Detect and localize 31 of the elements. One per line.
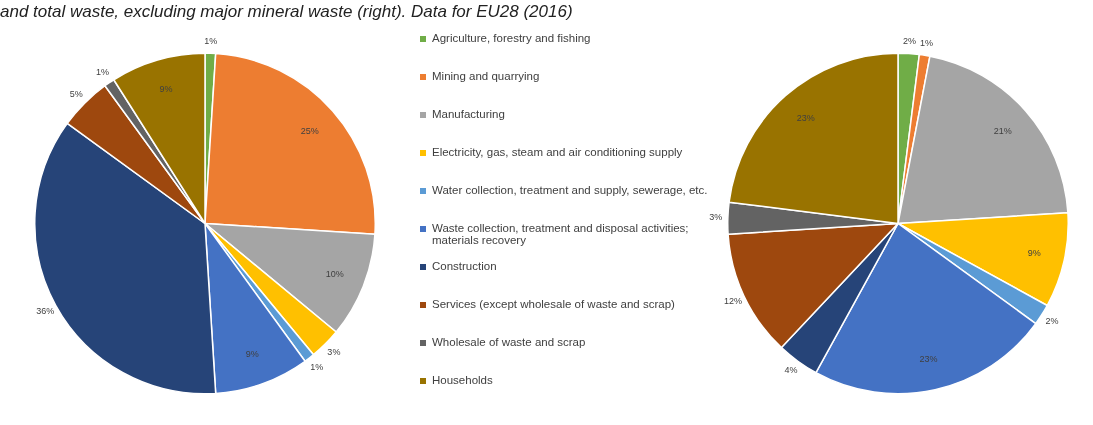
data-label: 9% <box>1027 248 1041 259</box>
data-label: 1% <box>96 67 110 78</box>
data-label: 23% <box>796 113 815 124</box>
data-label: 21% <box>993 125 1012 136</box>
legend-label: Electricity, gas, steam and air conditioning supply <box>432 146 683 158</box>
data-label: 12% <box>724 295 743 306</box>
legend-label: Wholesale of waste and scrap <box>432 336 586 348</box>
data-label: 10% <box>325 269 344 280</box>
chart-title: and total waste, excluding major mineral waste (right). Data for EU28 (2016) <box>0 2 573 22</box>
data-label: 3% <box>327 346 341 357</box>
data-label: 5% <box>69 89 83 100</box>
data-label: 4% <box>784 365 798 376</box>
data-label: 2% <box>902 36 916 47</box>
legend-label: Waste collection, treatment and disposal activities; materials recovery <box>432 222 690 246</box>
data-label: 1% <box>204 35 218 46</box>
legend-label: Agriculture, forestry and fishing <box>432 32 591 44</box>
legend-label: Mining and quarrying <box>432 70 540 82</box>
data-label: 2% <box>1045 315 1059 326</box>
legend-label: Construction <box>432 260 497 272</box>
data-label: 25% <box>300 125 319 136</box>
legend-label: Services (except wholesale of waste and scrap) <box>432 298 675 310</box>
legend-label: Manufacturing <box>432 108 505 120</box>
data-label: 9% <box>159 83 173 94</box>
data-label: 1% <box>310 361 324 372</box>
legend-label: Water collection, treatment and supply, sewerage, etc. <box>432 184 708 196</box>
data-label: 36% <box>36 305 55 316</box>
data-label: 9% <box>245 349 259 360</box>
data-label: 23% <box>919 354 938 365</box>
data-label: 1% <box>920 37 934 48</box>
legend-label: Households <box>432 374 493 386</box>
data-label: 3% <box>709 212 723 223</box>
